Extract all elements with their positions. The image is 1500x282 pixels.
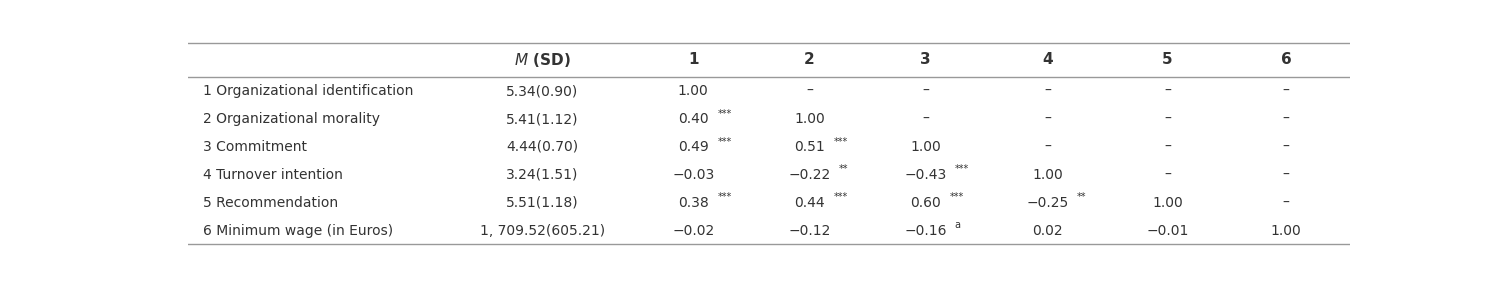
Text: −0.25: −0.25 [1026, 196, 1069, 210]
Text: ***: *** [717, 192, 732, 202]
Text: −0.03: −0.03 [672, 168, 714, 182]
Text: −0.01: −0.01 [1146, 224, 1188, 237]
Text: ***: *** [954, 164, 969, 174]
Text: 4: 4 [1042, 52, 1053, 67]
Text: –: – [1164, 112, 1172, 126]
Text: –: – [1282, 84, 1290, 98]
Text: 5.41(1.12): 5.41(1.12) [506, 112, 579, 126]
Text: 5.34(0.90): 5.34(0.90) [506, 84, 578, 98]
Text: 1.00: 1.00 [910, 140, 940, 154]
Text: 2 Organizational morality: 2 Organizational morality [202, 112, 380, 126]
Text: –: – [1044, 112, 1052, 126]
Text: 5.51(1.18): 5.51(1.18) [506, 196, 579, 210]
Text: **: ** [839, 164, 848, 174]
Text: ***: *** [834, 136, 848, 147]
Text: −0.12: −0.12 [789, 224, 831, 237]
Text: –: – [1282, 168, 1290, 182]
Text: 5 Recommendation: 5 Recommendation [202, 196, 338, 210]
Text: –: – [1282, 196, 1290, 210]
Text: 0.38: 0.38 [678, 196, 708, 210]
Text: –: – [1044, 84, 1052, 98]
Text: 0.02: 0.02 [1032, 224, 1064, 237]
Text: 0.40: 0.40 [678, 112, 708, 126]
Text: –: – [922, 112, 928, 126]
Text: ***: *** [834, 192, 848, 202]
Text: –: – [1164, 168, 1172, 182]
Text: –: – [806, 84, 813, 98]
Text: 3.24(1.51): 3.24(1.51) [506, 168, 579, 182]
Text: −0.02: −0.02 [672, 224, 714, 237]
Text: −0.43: −0.43 [904, 168, 946, 182]
Text: 6: 6 [1281, 52, 1292, 67]
Text: 1.00: 1.00 [794, 112, 825, 126]
Text: 4 Turnover intention: 4 Turnover intention [202, 168, 342, 182]
Text: 0.44: 0.44 [794, 196, 825, 210]
Text: −0.16: −0.16 [904, 224, 946, 237]
Text: ***: *** [717, 109, 732, 119]
Text: –: – [922, 84, 928, 98]
Text: 1: 1 [688, 52, 699, 67]
Text: 1.00: 1.00 [1032, 168, 1064, 182]
Text: 1 Organizational identification: 1 Organizational identification [202, 84, 412, 98]
Text: 3: 3 [921, 52, 932, 67]
Text: 0.49: 0.49 [678, 140, 708, 154]
Text: –: – [1282, 112, 1290, 126]
Text: 4.44(0.70): 4.44(0.70) [506, 140, 578, 154]
Text: **: ** [1077, 192, 1086, 202]
Text: 0.60: 0.60 [910, 196, 940, 210]
Text: 1.00: 1.00 [1152, 196, 1184, 210]
Text: 3 Commitment: 3 Commitment [202, 140, 306, 154]
Text: 1.00: 1.00 [1270, 224, 1302, 237]
Text: 1.00: 1.00 [678, 84, 708, 98]
Text: 1, 709.52(605.21): 1, 709.52(605.21) [480, 224, 604, 237]
Text: −0.22: −0.22 [789, 168, 831, 182]
Text: –: – [1282, 140, 1290, 154]
Text: –: – [1164, 84, 1172, 98]
Text: $\mathit{M}$ (SD): $\mathit{M}$ (SD) [513, 51, 570, 69]
Text: –: – [1044, 140, 1052, 154]
Text: 2: 2 [804, 52, 814, 67]
Text: a: a [954, 220, 960, 230]
Text: 6 Minimum wage (in Euros): 6 Minimum wage (in Euros) [202, 224, 393, 237]
Text: –: – [1164, 140, 1172, 154]
Text: ***: *** [950, 192, 964, 202]
Text: 5: 5 [1162, 52, 1173, 67]
Text: 0.51: 0.51 [794, 140, 825, 154]
Text: ***: *** [717, 136, 732, 147]
